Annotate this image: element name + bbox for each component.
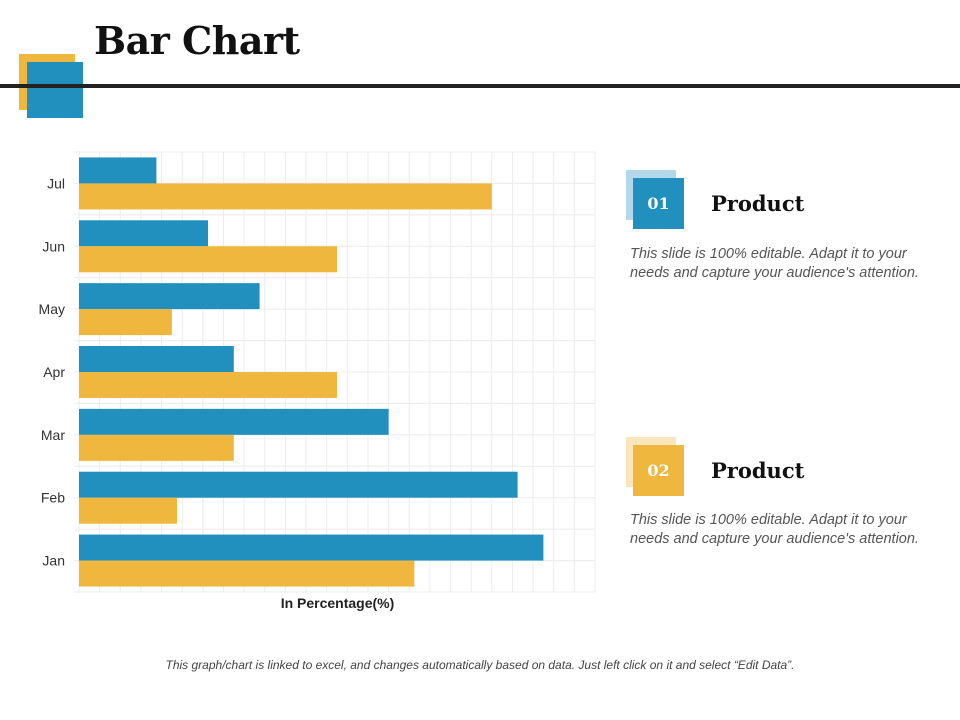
bar-feb-series-1 <box>79 471 518 498</box>
bar-may-series-1 <box>79 283 260 310</box>
page-title: Bar Chart <box>94 18 300 63</box>
card-1-text: This slide is 100% editable. Adapt it to… <box>630 246 919 281</box>
y-tick-label: Jan <box>42 553 65 569</box>
bar-mar-series-2 <box>79 434 234 461</box>
card-2-number: 02 <box>633 445 684 496</box>
bar-jul-series-2 <box>79 183 492 210</box>
bar-jan-series-2 <box>79 560 415 587</box>
y-tick-label: Jul <box>47 175 65 191</box>
bar-jun-series-2 <box>79 246 337 273</box>
bar-apr-series-2 <box>79 372 337 398</box>
y-tick-label: Apr <box>43 364 65 380</box>
card-1-number: 01 <box>633 178 684 229</box>
footnote: This graph/chart is linked to excel, and… <box>165 658 795 672</box>
card-2-text: This slide is 100% editable. Adapt it to… <box>630 512 919 547</box>
card-2-heading: Product <box>711 458 805 483</box>
title-rule <box>0 84 960 88</box>
bar-jul-series-1 <box>79 157 157 184</box>
y-tick-label: May <box>39 301 65 317</box>
y-tick-label: Feb <box>41 490 65 506</box>
card-1-heading: Product <box>711 191 805 216</box>
y-tick-label: Jun <box>42 238 65 254</box>
bar-feb-series-2 <box>79 497 178 524</box>
bar-jun-series-1 <box>79 220 208 247</box>
bar-mar-series-1 <box>79 408 389 435</box>
bar-jan-series-1 <box>79 534 544 561</box>
y-tick-label: Mar <box>41 427 65 443</box>
decor-square-blue <box>27 62 83 118</box>
bar-apr-series-1 <box>79 346 234 372</box>
bar-may-series-2 <box>79 309 172 336</box>
x-axis-label: In Percentage(%) <box>280 595 395 611</box>
